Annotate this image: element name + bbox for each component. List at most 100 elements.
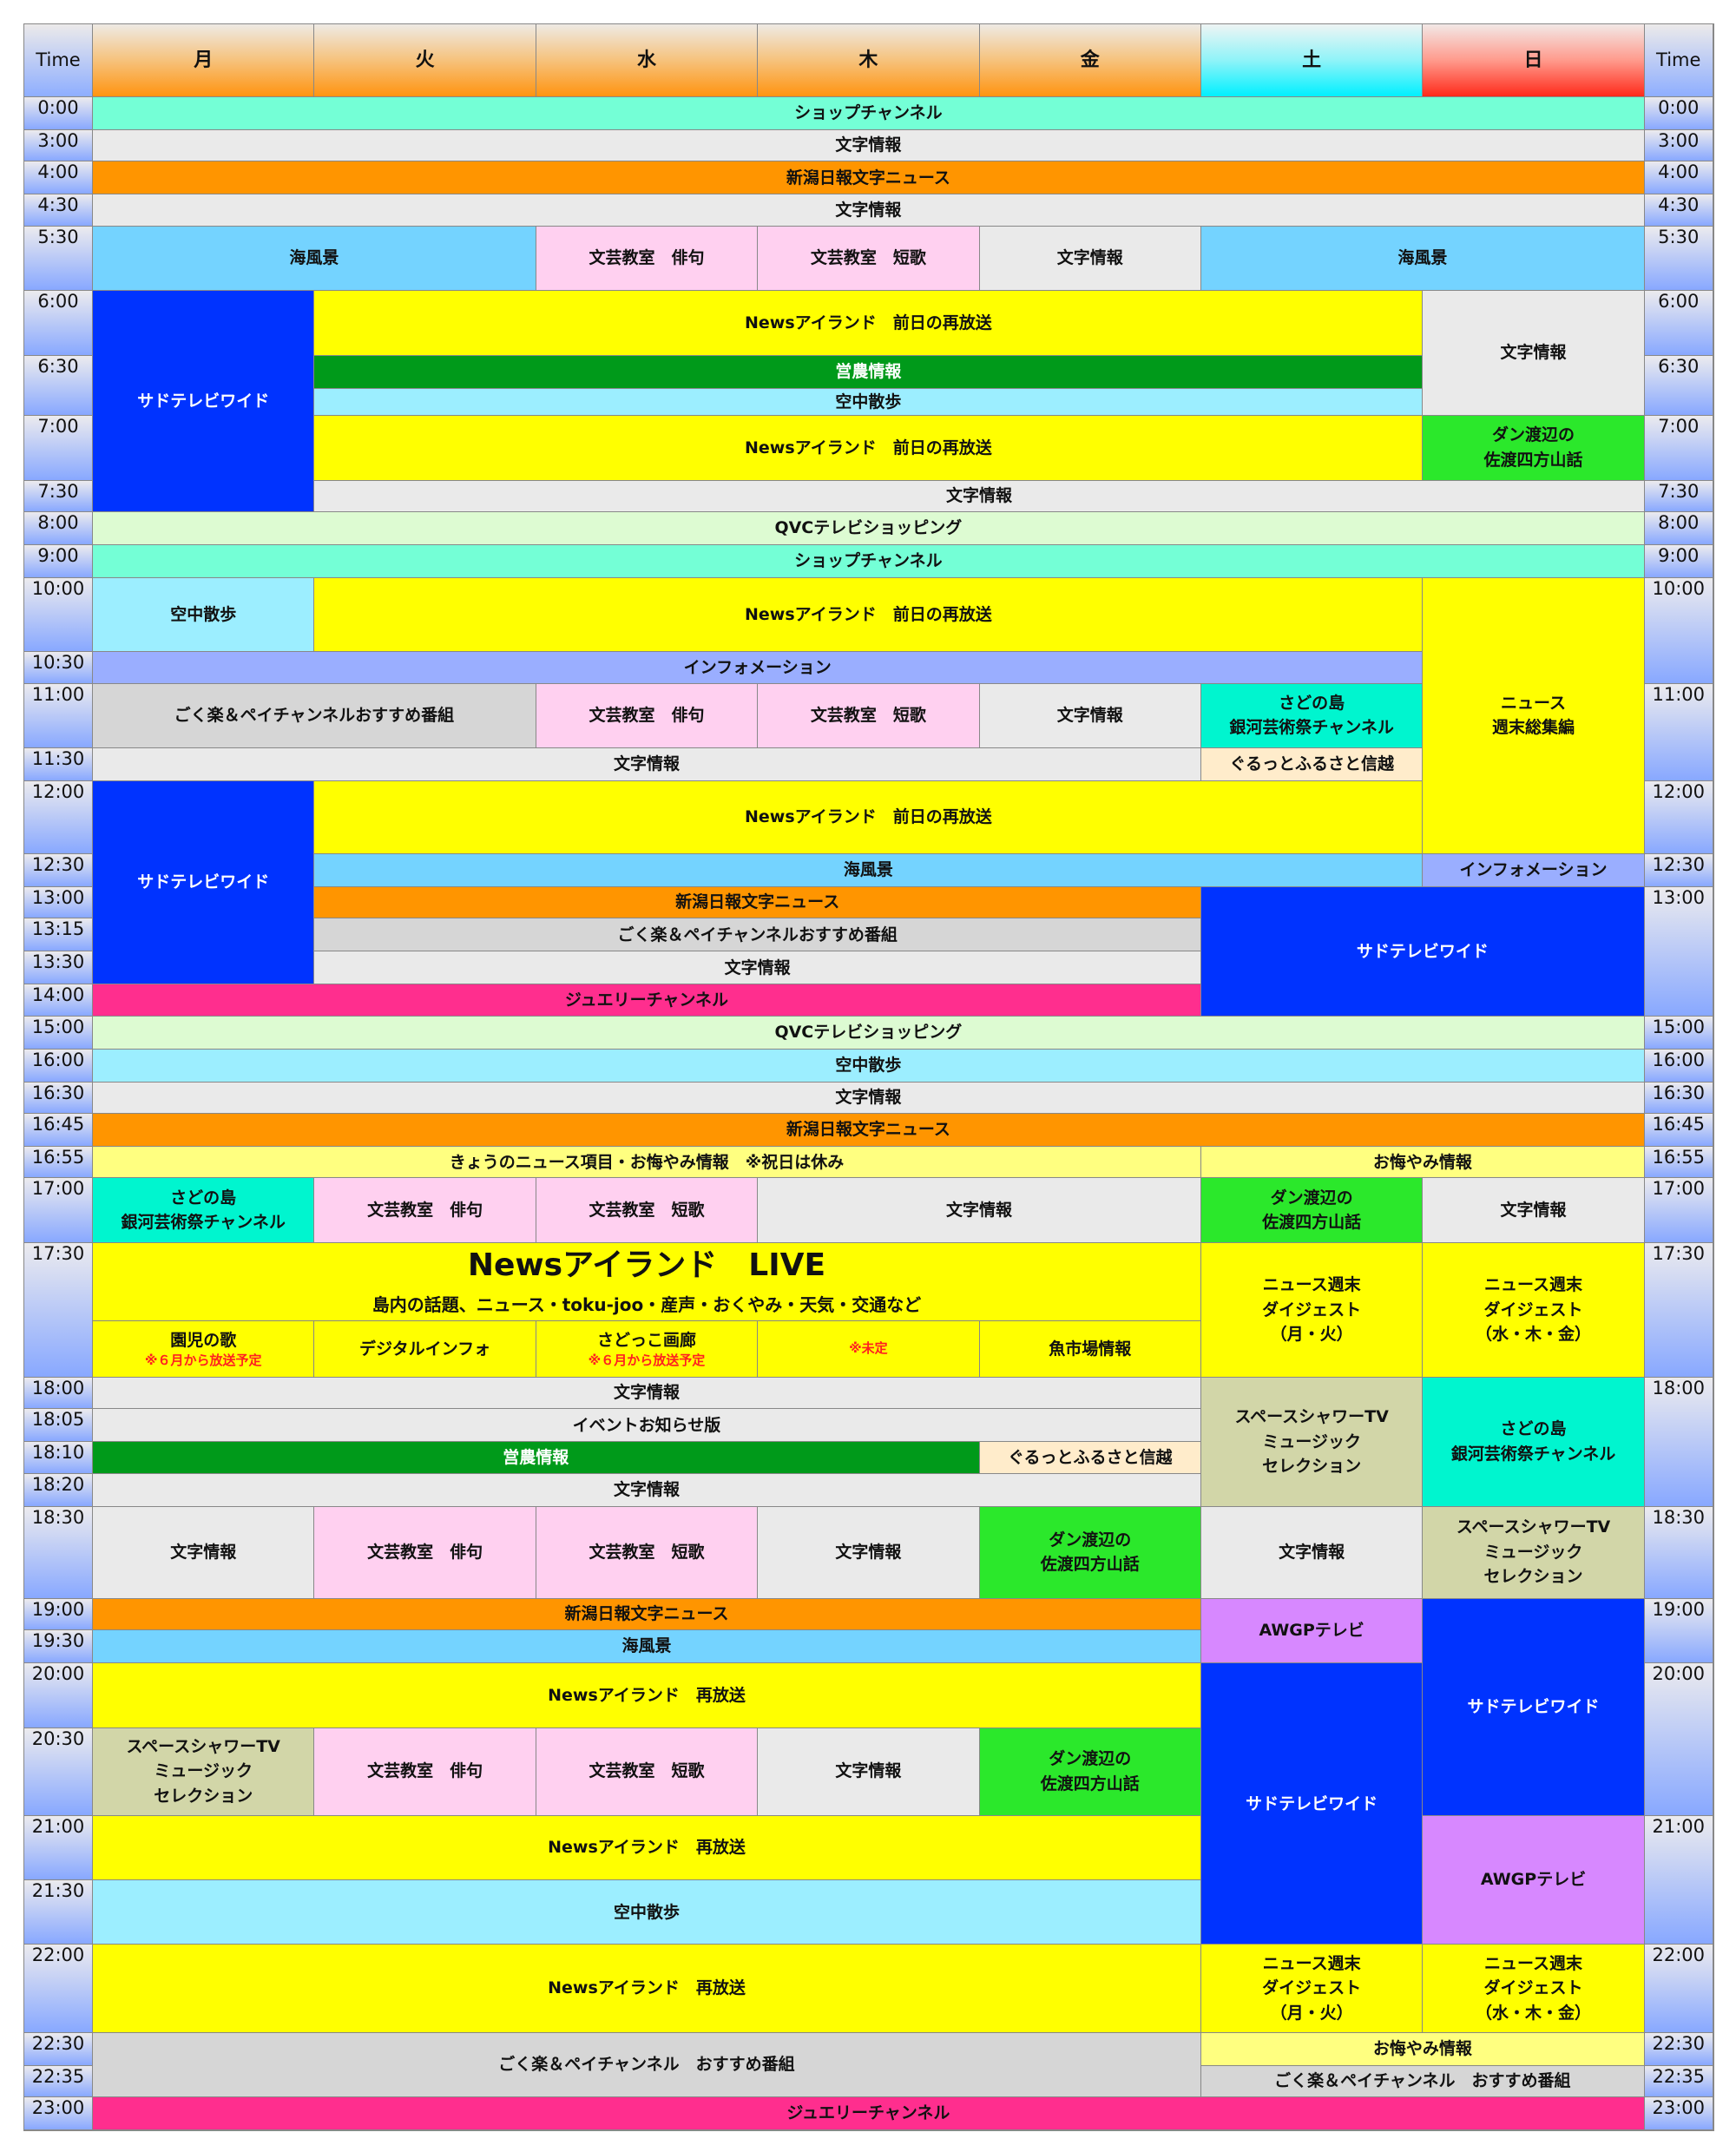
program-cell[interactable]: Newsアイランド 再放送 [93,1815,1201,1881]
program-cell[interactable]: さどの島 銀河芸術祭チャンネル [1423,1377,1645,1507]
program-cell[interactable]: Newsアイランド 前日の再放送 [314,416,1424,481]
program-cell[interactable]: きょうのニュース項目・お悔やみ情報 ※祝日は休み [93,1147,1201,1179]
program-cell[interactable]: 文芸教室 俳句 [314,1506,536,1599]
program-cell[interactable]: ごく楽＆ペイチャンネルおすすめ番組 [314,918,1201,952]
program-cell[interactable]: 空中散歩 [93,1880,1201,1945]
program-cell[interactable]: ※未定 [758,1321,980,1378]
program-cell[interactable]: お悔やみ情報 [1200,1147,1645,1179]
program-cell[interactable]: ニュース週末 ダイジェスト （月・火） [1200,1242,1424,1378]
program-cell[interactable]: イベントお知らせ版 [93,1409,1201,1443]
program-cell[interactable]: 文芸教室 短歌 [536,1506,759,1599]
program-cell[interactable]: ぐるっとふるさと信越 [1200,748,1424,782]
program-cell[interactable]: ダン渡辺の 佐渡四方山話 [1200,1178,1424,1243]
program-cell[interactable]: ダン渡辺の 佐渡四方山話 [979,1506,1201,1599]
program-cell[interactable]: サドテレビワイド [1200,1663,1424,1945]
program-cell[interactable]: 文字情報 [758,1728,980,1816]
program-cell[interactable]: サドテレビワイド [93,291,315,512]
program-cell[interactable]: 文字情報 [979,683,1201,749]
program-cell[interactable]: 文字情報 [93,1506,315,1599]
program-cell[interactable]: 文字情報 [758,1506,980,1599]
program-cell[interactable]: AWGPテレビ [1423,1815,1645,1945]
program-cell[interactable]: デジタルインフォ [314,1321,536,1378]
program-cell[interactable]: Newsアイランド LIVE 島内の話題、ニュース・toku-joo・産声・おくや… [93,1242,1201,1322]
program-cell[interactable]: 文字情報 [93,748,1201,782]
time-label-left: 17:30 [24,1242,93,1378]
program-cell[interactable]: 文字情報 [93,1082,1645,1115]
program-cell[interactable]: ジュエリーチャンネル [93,984,1201,1017]
program-cell[interactable]: 新潟日報文字ニュース [93,1114,1645,1148]
time-label-left: 18:00 [24,1377,93,1410]
program-cell[interactable]: ジュエリーチャンネル [93,2097,1645,2131]
program-cell[interactable]: ニュース 週末総集編 [1423,577,1645,854]
program-cell[interactable]: スペースシャワーTV ミュージック セレクション [1200,1377,1424,1507]
program-cell[interactable]: 新潟日報文字ニュース [93,1598,1201,1631]
program-cell[interactable]: 文字情報 [979,226,1201,292]
program-cell[interactable]: インフォメーション [93,652,1424,684]
program-cell[interactable]: Newsアイランド 前日の再放送 [314,781,1424,854]
program-cell[interactable]: 文字情報 [1200,1506,1424,1599]
program-cell[interactable]: 海風景 [93,1630,1201,1664]
program-cell[interactable]: 文芸教室 短歌 [758,226,980,292]
program-cell[interactable]: 新潟日報文字ニュース [314,886,1201,919]
program-cell[interactable]: ダン渡辺の 佐渡四方山話 [979,1728,1201,1816]
program-cell[interactable]: Newsアイランド 前日の再放送 [314,577,1424,653]
program-cell[interactable]: ごく楽＆ペイチャンネル おすすめ番組 [1200,2065,1645,2098]
program-cell[interactable]: 文字情報 [1423,291,1645,417]
program-cell[interactable]: 文芸教室 短歌 [536,1728,759,1816]
program-cell[interactable]: さどっこ画廊 ※６月から放送予定 [536,1321,759,1378]
program-cell[interactable]: 文字情報 [93,1473,1201,1507]
program-cell[interactable]: Newsアイランド 前日の再放送 [314,291,1424,356]
program-cell[interactable]: さどの島 銀河芸術祭チャンネル [1200,683,1424,749]
program-cell[interactable]: 営農情報 [93,1442,980,1474]
time-label-left: 5:30 [24,226,93,292]
program-cell[interactable]: 文字情報 [314,951,1201,985]
program-cell[interactable]: 文字情報 [314,480,1645,512]
program-cell[interactable]: ぐるっとふるさと信越 [979,1442,1201,1474]
program-cell[interactable]: 文芸教室 俳句 [314,1178,536,1243]
program-cell[interactable]: AWGPテレビ [1200,1598,1424,1664]
program-cell[interactable]: 魚市場情報 [979,1321,1201,1378]
program-cell[interactable]: 文芸教室 俳句 [314,1728,536,1816]
program-cell[interactable]: 文芸教室 短歌 [758,683,980,749]
time-label-left: 22:00 [24,1945,93,2033]
program-cell[interactable]: Newsアイランド 再放送 [93,1945,1201,2033]
program-cell[interactable]: 空中散歩 [314,388,1424,417]
program-cell[interactable]: ショップチャンネル [93,544,1645,578]
program-cell[interactable]: サドテレビワイド [1423,1598,1645,1816]
program-cell[interactable]: 文芸教室 俳句 [536,226,759,292]
program-cell[interactable]: 海風景 [93,226,536,292]
program-cell[interactable]: Newsアイランド 再放送 [93,1663,1201,1728]
program-cell[interactable]: スペースシャワーTV ミュージック セレクション [1423,1506,1645,1599]
program-cell[interactable]: 海風景 [1200,226,1645,292]
program-cell[interactable]: お悔やみ情報 [1200,2032,1645,2066]
program-cell[interactable]: 文芸教室 短歌 [536,1178,759,1243]
program-cell[interactable]: ニュース週末 ダイジェスト （水・木・金） [1423,1945,1645,2033]
program-cell[interactable]: 営農情報 [314,355,1424,389]
program-cell[interactable]: 文芸教室 俳句 [536,683,759,749]
program-cell[interactable]: ニュース週末 ダイジェスト （水・木・金） [1423,1242,1645,1378]
program-cell[interactable]: ニュース週末 ダイジェスト （月・火） [1200,1945,1424,2033]
program-cell[interactable]: サドテレビワイド [93,781,315,985]
program-cell[interactable]: 文字情報 [93,130,1645,162]
program-cell[interactable]: 文字情報 [93,1377,1201,1410]
program-cell[interactable]: ごく楽＆ペイチャンネル おすすめ番組 [93,2032,1201,2098]
program-cell[interactable]: インフォメーション [1423,853,1645,887]
program-cell[interactable]: スペースシャワーTV ミュージック セレクション [93,1728,315,1816]
program-cell[interactable]: 園児の歌 ※６月から放送予定 [93,1321,315,1378]
program-cell[interactable]: 文字情報 [758,1178,1201,1243]
program-cell[interactable]: 文字情報 [93,194,1645,227]
program-cell[interactable]: QVCテレビショッピング [93,1016,1645,1050]
program-cell[interactable]: ダン渡辺の 佐渡四方山話 [1423,416,1645,481]
program-cell[interactable]: サドテレビワイド [1200,886,1645,1017]
program-cell[interactable]: 海風景 [314,853,1424,887]
program-cell[interactable]: ショップチャンネル [93,97,1645,130]
program-cell[interactable]: QVCテレビショッピング [93,511,1645,545]
program-cell[interactable]: 空中散歩 [93,1049,1645,1083]
program-cell[interactable]: さどの島 銀河芸術祭チャンネル [93,1178,315,1243]
program-title: ニュース 週末総集編 [1492,693,1575,738]
program-cell[interactable]: 文字情報 [1423,1178,1645,1243]
time-label-right: 8:00 [1644,511,1713,545]
program-cell[interactable]: 新潟日報文字ニュース [93,161,1645,195]
program-cell[interactable]: 空中散歩 [93,577,315,653]
program-cell[interactable]: ごく楽＆ペイチャンネルおすすめ番組 [93,683,536,749]
